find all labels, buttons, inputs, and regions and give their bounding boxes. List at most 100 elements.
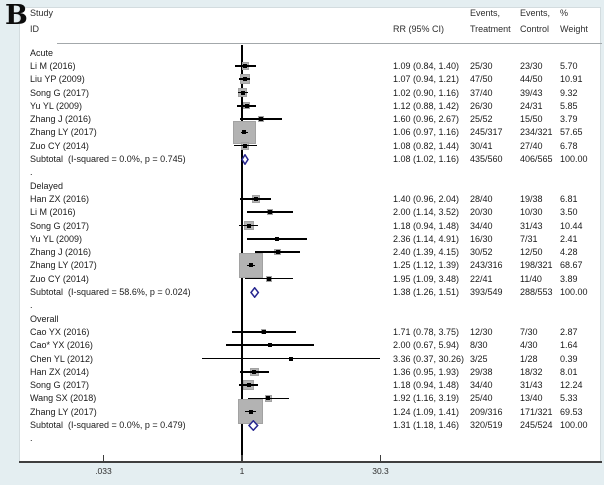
group-header-row: Delayed xyxy=(0,179,604,192)
weight-cell: 5.70 xyxy=(560,60,578,71)
events-treatment-cell: 3/25 xyxy=(470,353,488,364)
group-header-row: Acute xyxy=(0,46,604,59)
x-axis-line xyxy=(19,461,602,463)
events-treatment-cell: 16/30 xyxy=(470,233,493,244)
events-control-cell: 18/32 xyxy=(520,366,543,377)
events-treatment-cell: 22/41 xyxy=(470,273,493,284)
weight-cell: 4.28 xyxy=(560,247,578,258)
point-estimate-marker xyxy=(240,90,245,95)
study-id-label: Zhang LY (2017) xyxy=(30,406,97,417)
weight-cell: 100.00 xyxy=(560,154,588,165)
subtotal-label: Subtotal (I-squared = 0.0%, p = 0.745) xyxy=(30,154,186,165)
study-row: Chen YL (2012) 3.36 (0.37, 30.26) 3/25 1/28… xyxy=(0,352,604,365)
events-treatment-cell: 28/40 xyxy=(470,193,493,204)
dot-label: . xyxy=(30,300,33,311)
study-row: Song G (2017) 1.18 (0.94, 1.48) 34/40 31/43… xyxy=(0,219,604,232)
point-estimate-marker xyxy=(249,263,254,268)
rr-ci-cell: 1.09 (0.84, 1.40) xyxy=(393,60,460,71)
weight-cell: 3.89 xyxy=(560,273,578,284)
weight-cell: 100.00 xyxy=(560,287,588,298)
weight-cell: 5.85 xyxy=(560,100,578,111)
group-header-row: Overall xyxy=(0,312,604,325)
events-treatment-cell: 34/40 xyxy=(470,220,493,231)
axis-tick-label: .033 xyxy=(95,466,112,476)
events-treatment-cell: 393/549 xyxy=(470,287,503,298)
header-id: ID xyxy=(30,24,39,34)
study-id-label: Zuo CY (2014) xyxy=(30,273,89,284)
point-estimate-marker xyxy=(246,223,251,228)
study-row: Wang SX (2018) 1.92 (1.16, 3.19) 25/40 13/4… xyxy=(0,392,604,405)
weight-cell: 2.41 xyxy=(560,233,578,244)
events-control-cell: 406/565 xyxy=(520,154,553,165)
subtotal-row: Subtotal (I-squared = 0.0%, p = 0.745) 1.… xyxy=(0,152,604,165)
study-row: Li M (2016) 1.09 (0.84, 1.40) 25/30 23/30 5.… xyxy=(0,59,604,72)
study-row: Zhang LY (2017) 1.24 (1.09, 1.41) 209/316 1… xyxy=(0,399,604,425)
study-row: Song G (2017) 1.02 (0.90, 1.16) 37/40 39/43… xyxy=(0,86,604,99)
study-row: Zhang J (2016) 2.40 (1.39, 4.15) 30/52 12/5… xyxy=(0,246,604,259)
events-treatment-cell: 34/40 xyxy=(470,380,493,391)
weight-cell: 12.24 xyxy=(560,380,583,391)
rr-ci-cell: 3.36 (0.37, 30.26) xyxy=(393,353,465,364)
rr-ci-cell: 1.12 (0.88, 1.42) xyxy=(393,100,460,111)
point-estimate-marker xyxy=(242,77,247,82)
weight-cell: 3.50 xyxy=(560,207,578,218)
point-estimate-marker xyxy=(274,236,279,241)
study-row: Han ZX (2016) 1.40 (0.96, 2.04) 28/40 19/38… xyxy=(0,192,604,205)
events-treatment-cell: 37/40 xyxy=(470,87,493,98)
events-treatment-cell: 30/52 xyxy=(470,247,493,258)
events-treatment-cell: 8/30 xyxy=(470,340,488,351)
events-control-cell: 7/31 xyxy=(520,233,538,244)
study-id-label: Han ZX (2016) xyxy=(30,193,90,204)
events-treatment-cell: 25/52 xyxy=(470,114,493,125)
events-treatment-cell: 245/317 xyxy=(470,127,503,138)
study-row: Han ZX (2014) 1.36 (0.95, 1.93) 29/38 18/32… xyxy=(0,365,604,378)
point-estimate-marker xyxy=(243,63,248,68)
rr-ci-cell: 1.18 (0.94, 1.48) xyxy=(393,220,460,231)
rr-ci-cell: 1.18 (0.94, 1.48) xyxy=(393,380,460,391)
weight-cell: 69.53 xyxy=(560,406,583,417)
rr-ci-cell: 1.60 (0.96, 2.67) xyxy=(393,114,460,125)
point-estimate-marker xyxy=(261,329,266,334)
weight-box xyxy=(238,253,264,278)
study-row: Zuo CY (2014) 1.08 (0.82, 1.44) 30/41 27/40… xyxy=(0,139,604,152)
events-control-cell: 288/553 xyxy=(520,287,553,298)
events-treatment-cell: 243/316 xyxy=(470,260,503,271)
weight-cell: 10.44 xyxy=(560,220,583,231)
axis-tick-label: 1 xyxy=(239,466,245,476)
study-id-label: Song G (2017) xyxy=(30,380,90,391)
header-events2-line1: Events, xyxy=(520,8,551,18)
weight-cell: 8.01 xyxy=(560,366,578,377)
spacer-row: . xyxy=(0,432,604,445)
header-percent-line1: % xyxy=(560,8,569,18)
weight-cell: 5.33 xyxy=(560,393,578,404)
rr-ci-cell: 1.06 (0.97, 1.16) xyxy=(393,127,460,138)
weight-cell: 6.78 xyxy=(560,140,578,151)
point-estimate-marker xyxy=(268,210,273,215)
events-control-cell: 245/524 xyxy=(520,420,553,431)
weight-cell: 0.39 xyxy=(560,353,578,364)
spacer-row: . xyxy=(0,166,604,179)
events-control-cell: 11/40 xyxy=(520,273,542,284)
study-id-label: Zhang LY (2017) xyxy=(30,260,97,271)
study-id-label: Zhang J (2016) xyxy=(30,247,92,258)
header-treatment-line2: Treatment xyxy=(470,24,511,34)
dot-label: . xyxy=(30,433,33,444)
rr-ci-cell: 1.92 (1.16, 3.19) xyxy=(393,393,460,404)
events-control-cell: 13/40 xyxy=(520,393,543,404)
subtotal-label: Subtotal (I-squared = 58.6%, p = 0.024) xyxy=(30,287,191,298)
subtotal-row: Subtotal (I-squared = 0.0%, p = 0.479) 1.… xyxy=(0,418,604,431)
study-row: Li M (2016) 2.00 (1.14, 3.52) 20/30 10/30 3.… xyxy=(0,206,604,219)
rr-ci-cell: 1.24 (1.09, 1.41) xyxy=(393,406,460,417)
header-rr-ci: RR (95% CI) xyxy=(393,24,445,34)
events-control-cell: 31/43 xyxy=(520,380,543,391)
dot-label: . xyxy=(30,167,33,178)
plot-panel xyxy=(19,7,601,462)
rr-ci-cell: 1.07 (0.94, 1.21) xyxy=(393,74,460,85)
rr-ci-cell: 1.95 (1.09, 3.48) xyxy=(393,273,460,284)
point-estimate-marker xyxy=(268,343,273,348)
study-id-label: Li M (2016) xyxy=(30,207,76,218)
point-estimate-marker xyxy=(275,250,280,255)
point-estimate-marker xyxy=(253,196,258,201)
events-treatment-cell: 26/30 xyxy=(470,100,493,111)
events-control-cell: 31/43 xyxy=(520,220,543,231)
